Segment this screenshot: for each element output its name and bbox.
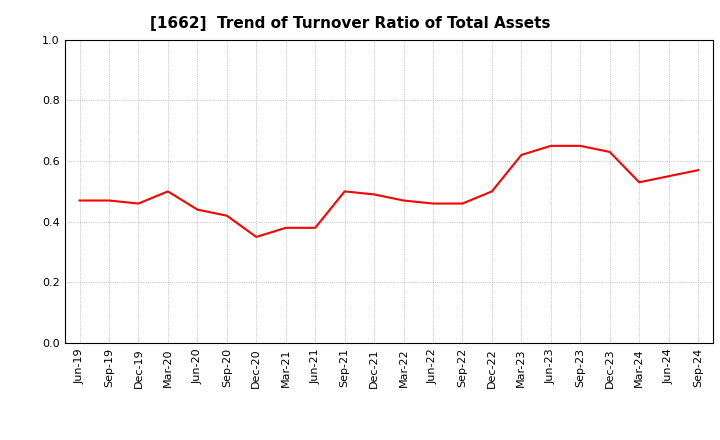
Title: [1662]  Trend of Turnover Ratio of Total Assets: [1662] Trend of Turnover Ratio of Total … [150,16,550,32]
